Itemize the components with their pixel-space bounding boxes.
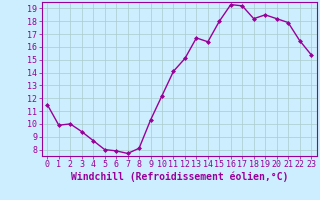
X-axis label: Windchill (Refroidissement éolien,°C): Windchill (Refroidissement éolien,°C) bbox=[70, 172, 288, 182]
